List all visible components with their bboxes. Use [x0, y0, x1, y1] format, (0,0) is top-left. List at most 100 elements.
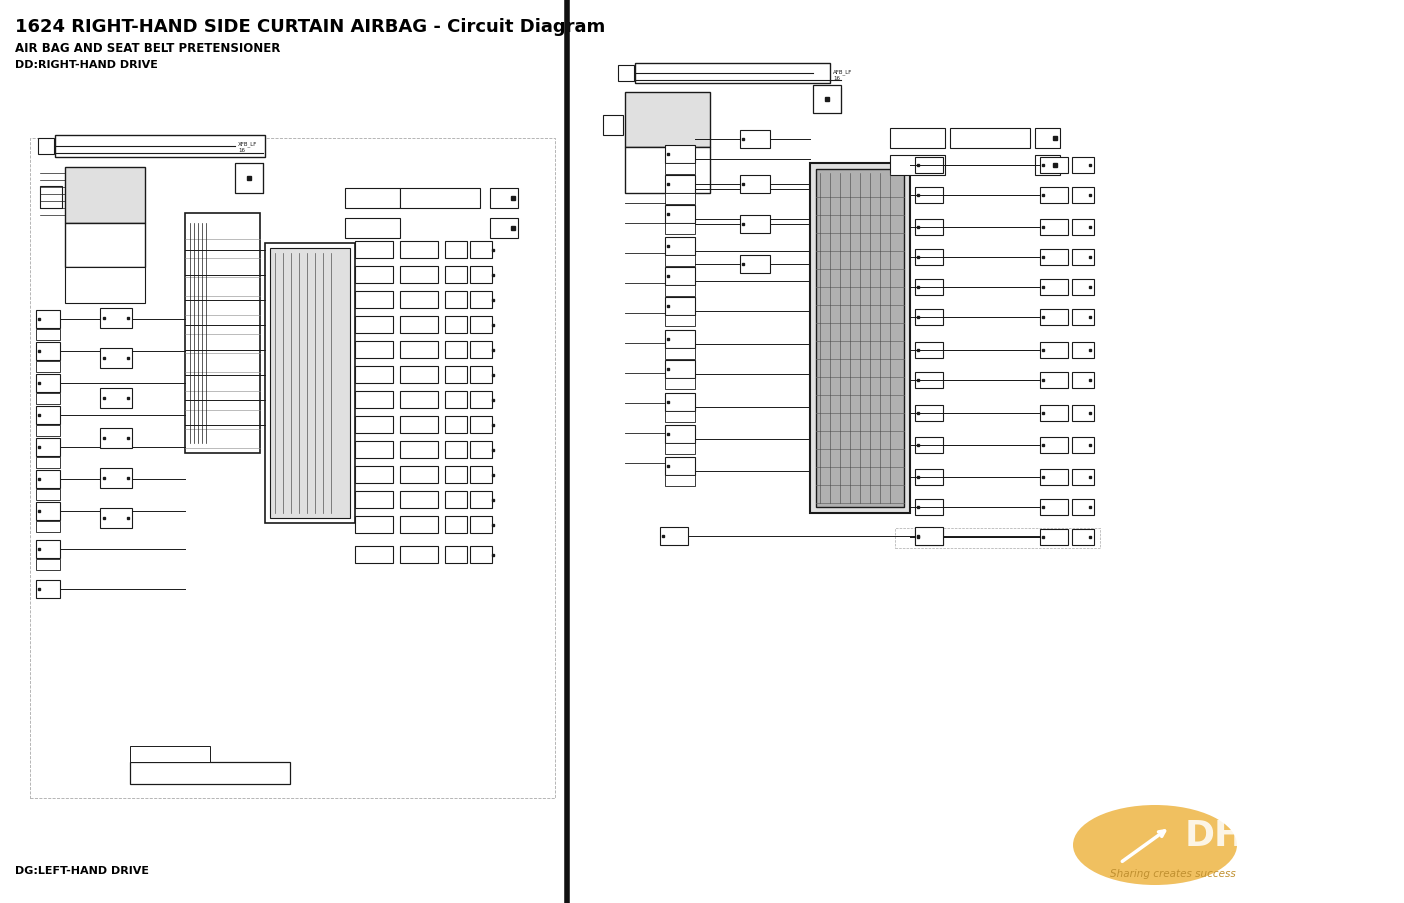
Bar — [1073, 280, 1094, 295]
Bar — [65, 224, 145, 267]
Bar — [665, 394, 695, 412]
Bar — [234, 163, 263, 194]
Bar — [1040, 438, 1068, 453]
Bar — [1073, 250, 1094, 265]
Bar — [65, 168, 145, 224]
Bar — [665, 316, 695, 327]
Text: AFB_LF: AFB_LF — [833, 70, 852, 75]
Bar — [1073, 405, 1094, 422]
Ellipse shape — [1073, 805, 1237, 885]
Bar — [400, 292, 438, 309]
Bar — [37, 439, 60, 457]
Bar — [100, 469, 132, 489]
Bar — [400, 416, 438, 433]
Bar — [445, 546, 468, 563]
Bar — [1040, 310, 1068, 326]
Bar — [665, 412, 695, 423]
Bar — [470, 341, 491, 358]
Bar — [1040, 250, 1068, 265]
Bar — [39, 187, 62, 209]
Bar — [915, 280, 943, 295]
Bar — [915, 527, 943, 545]
Bar — [37, 489, 60, 500]
Bar — [660, 527, 688, 545]
Bar — [915, 438, 943, 453]
Bar — [37, 375, 60, 393]
Bar — [470, 242, 491, 259]
Bar — [355, 266, 393, 284]
Bar — [1073, 219, 1094, 236]
Bar — [355, 491, 393, 508]
Bar — [1073, 529, 1094, 545]
Bar — [1073, 158, 1094, 173]
Bar — [355, 341, 393, 358]
Bar — [915, 405, 943, 422]
Bar — [445, 317, 468, 333]
Bar — [355, 242, 393, 259]
Bar — [445, 242, 468, 259]
Bar — [1073, 470, 1094, 486]
Bar — [37, 425, 60, 436]
Bar — [894, 528, 1099, 548]
Bar — [1040, 499, 1068, 516]
Bar — [1040, 373, 1068, 388]
Bar — [665, 206, 695, 224]
Bar — [665, 378, 695, 389]
Bar — [400, 517, 438, 534]
Bar — [400, 392, 438, 408]
Bar — [1040, 529, 1068, 545]
Bar — [665, 146, 695, 163]
Bar — [915, 310, 943, 326]
Bar — [37, 470, 60, 489]
Bar — [1073, 373, 1094, 388]
Bar — [100, 429, 132, 449]
Text: Sharing creates success: Sharing creates success — [1111, 868, 1236, 878]
Bar — [816, 170, 904, 507]
Text: 16: 16 — [239, 147, 246, 153]
Bar — [470, 467, 491, 483]
Bar — [915, 529, 943, 545]
Bar — [400, 467, 438, 483]
Bar — [602, 116, 623, 135]
Bar — [915, 219, 943, 236]
Bar — [490, 189, 518, 209]
Bar — [37, 361, 60, 373]
Text: DG:LEFT-HAND DRIVE: DG:LEFT-HAND DRIVE — [15, 865, 149, 875]
Bar — [100, 309, 132, 329]
Bar — [400, 189, 480, 209]
Bar — [470, 416, 491, 433]
Bar — [618, 66, 635, 82]
Bar — [400, 546, 438, 563]
Bar — [665, 476, 695, 487]
Bar — [355, 467, 393, 483]
Bar — [400, 491, 438, 508]
Bar — [445, 491, 468, 508]
Bar — [665, 256, 695, 266]
Bar — [665, 349, 695, 359]
Bar — [37, 406, 60, 424]
Bar — [915, 499, 943, 516]
Bar — [37, 458, 60, 469]
Text: XFB_LF: XFB_LF — [239, 141, 257, 146]
Bar — [665, 163, 695, 175]
Bar — [665, 176, 695, 194]
Bar — [37, 502, 60, 520]
Bar — [665, 425, 695, 443]
Bar — [445, 341, 468, 358]
Bar — [445, 467, 468, 483]
Bar — [665, 330, 695, 349]
Bar — [445, 392, 468, 408]
Bar — [38, 139, 53, 154]
Bar — [740, 176, 769, 194]
Bar — [1040, 405, 1068, 422]
Bar — [270, 248, 350, 518]
Bar — [37, 394, 60, 405]
Bar — [915, 373, 943, 388]
Bar — [1073, 310, 1094, 326]
Bar — [55, 135, 265, 158]
Bar — [445, 367, 468, 384]
Bar — [810, 163, 910, 514]
Bar — [1073, 499, 1094, 516]
Bar — [625, 93, 710, 148]
Bar — [400, 242, 438, 259]
